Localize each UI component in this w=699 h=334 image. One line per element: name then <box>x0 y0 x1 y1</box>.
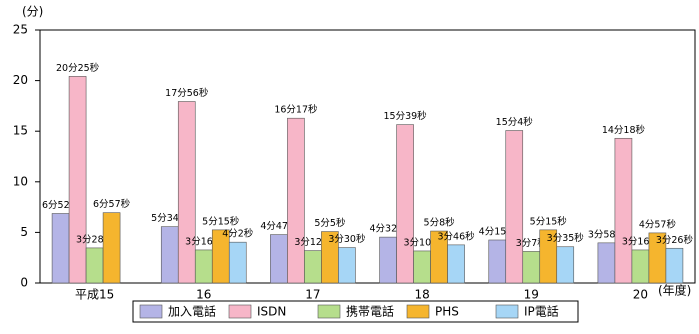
value-label: 5分8秒 <box>424 217 456 229</box>
legend-label: IP電話 <box>524 304 559 319</box>
y-tick-label: 5 <box>20 225 28 239</box>
value-label: 5分15秒 <box>530 215 568 227</box>
x-tick-label: 18 <box>414 288 429 302</box>
bar <box>614 137 633 284</box>
y-tick-label: 25 <box>13 23 28 37</box>
bar <box>102 212 121 284</box>
bar <box>287 117 305 284</box>
bar <box>447 244 465 284</box>
bar <box>665 247 684 284</box>
x-tick-label: 16 <box>196 288 211 302</box>
value-label: 5分15秒 <box>202 215 240 227</box>
bar <box>631 249 650 284</box>
value-label: 4分57秒 <box>639 218 677 230</box>
bar <box>85 247 104 284</box>
x-tick-label: 17 <box>305 288 320 302</box>
y-tick-label: 0 <box>20 276 28 290</box>
legend-swatch <box>317 304 341 319</box>
legend-label: ISDN <box>257 305 286 319</box>
legend-swatch <box>228 304 252 319</box>
bar <box>396 124 414 284</box>
bar <box>379 236 397 284</box>
value-label: 15分4秒 <box>496 116 534 128</box>
bar <box>338 247 356 284</box>
value-label: 16分17秒 <box>274 104 318 116</box>
bar <box>597 242 616 284</box>
bar <box>522 251 541 284</box>
value-label: 6分57秒 <box>93 198 131 210</box>
bar <box>413 250 431 284</box>
x-tick-label: 20 <box>633 288 648 302</box>
legend-label: PHS <box>435 305 459 319</box>
value-label: 17分56秒 <box>165 87 209 99</box>
bar <box>228 241 247 284</box>
bar <box>304 250 322 284</box>
value-label: 15分39秒 <box>383 110 427 122</box>
value-label: 5分5秒 <box>314 217 346 229</box>
bar <box>270 234 288 284</box>
value-label: 3分35秒 <box>547 232 585 244</box>
legend-label: 加入電話 <box>168 304 216 319</box>
value-label: 3分26秒 <box>656 234 694 246</box>
bar <box>488 239 507 284</box>
x-tick-label: 平成15 <box>75 288 114 302</box>
plot-frame <box>39 29 696 284</box>
legend-label: 携帯電話 <box>346 304 394 319</box>
value-label: 20分25秒 <box>56 62 100 74</box>
value-label: 3分7秒 <box>516 237 548 249</box>
bar <box>51 213 70 284</box>
value-label: 14分18秒 <box>602 124 646 136</box>
legend-swatch <box>495 304 519 319</box>
bar <box>68 76 87 284</box>
bar <box>160 226 179 284</box>
value-label: 4分2秒 <box>222 228 254 240</box>
value-label: 3分46秒 <box>438 230 476 242</box>
legend-swatch <box>139 304 163 319</box>
x-tick-label: 19 <box>524 288 539 302</box>
y-axis-label: (分) <box>22 5 43 19</box>
legend-swatch <box>406 304 430 319</box>
bar <box>194 249 213 284</box>
value-label: 3分30秒 <box>328 233 366 245</box>
y-tick-label: 20 <box>13 73 28 87</box>
y-tick-label: 15 <box>13 124 28 138</box>
y-tick-label: 10 <box>13 174 28 188</box>
bar <box>177 101 196 284</box>
x-axis-label: (年度) <box>658 283 691 298</box>
bar <box>556 246 575 284</box>
bar <box>505 130 524 284</box>
